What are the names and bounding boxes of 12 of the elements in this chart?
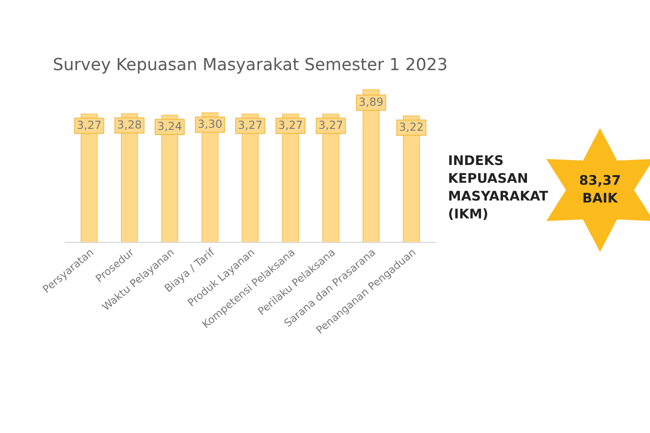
data-label: 3,27 (238, 120, 262, 130)
data-label: 3,28 (118, 120, 142, 130)
data-label: 3,27 (279, 120, 302, 130)
data-label: 3,24 (158, 122, 182, 132)
data-label: 3,27 (319, 120, 342, 130)
text: INDEKS KEPUASAN MASYARAKAT (IKM) (449, 155, 548, 220)
data-label: 3,30 (198, 120, 222, 130)
chart-title: Survey Kepuasan Masyarakat Semester 1 2023 (54, 57, 446, 74)
data-label: 3,27 (78, 120, 101, 130)
text: 83,37 BAIK (580, 174, 620, 203)
data-label: 3,89 (360, 97, 383, 108)
data-label: 3,22 (400, 122, 423, 132)
